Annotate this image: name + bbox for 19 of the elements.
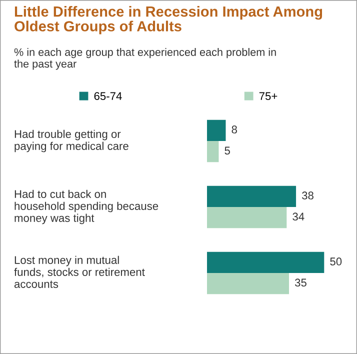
data-label: 35 — [294, 278, 306, 287]
bar — [207, 207, 287, 228]
data-label: 34 — [292, 212, 304, 221]
legend-label: 75+ — [259, 92, 278, 100]
y-tick-label: Lost money in mutual funds, stocks or retirement accounts — [14, 256, 145, 288]
chart-title: Little Difference in Recession Impact Among Oldest Groups of Adults — [14, 6, 322, 34]
bar — [207, 252, 324, 273]
bar — [207, 141, 219, 162]
y-tick-label: Had trouble getting or paying for medical care — [14, 130, 128, 152]
data-label: 8 — [232, 126, 237, 134]
legend-label: 65-74 — [94, 92, 122, 100]
chart-subtitle: % in each age group that experienced each problem in the past year — [14, 48, 276, 70]
y-tick-label: Had to cut back on household spending because money was tight — [14, 190, 158, 224]
bar — [207, 273, 289, 294]
bar — [207, 186, 296, 207]
bar — [207, 120, 226, 141]
data-label: 50 — [330, 258, 342, 266]
data-label: 38 — [302, 192, 314, 200]
data-label: 5 — [224, 146, 230, 155]
